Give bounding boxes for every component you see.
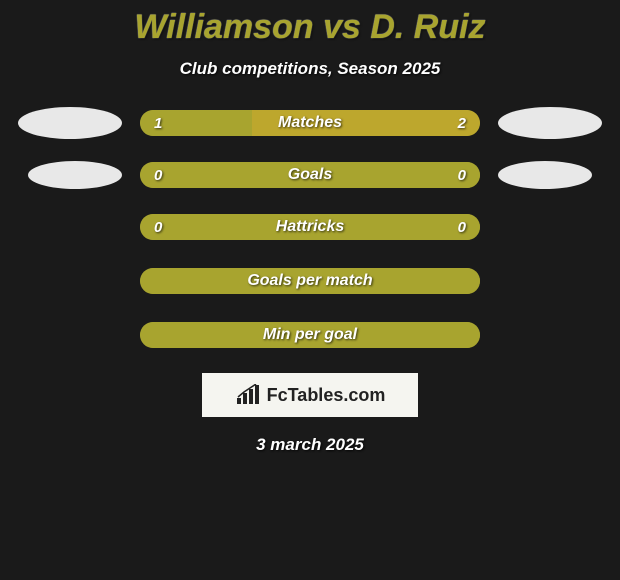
spacer bbox=[18, 319, 122, 351]
player-right-badge bbox=[498, 107, 602, 139]
subtitle: Club competitions, Season 2025 bbox=[0, 59, 620, 79]
logo-box: FcTables.com bbox=[202, 373, 418, 417]
spacer bbox=[18, 211, 122, 243]
stat-bar: Goals per match bbox=[140, 268, 480, 294]
stat-label: Hattricks bbox=[276, 218, 344, 236]
stat-bar: Min per goal bbox=[140, 322, 480, 348]
logo-text: FcTables.com bbox=[267, 385, 386, 406]
stat-value-right: 0 bbox=[458, 167, 466, 184]
stat-label: Goals per match bbox=[247, 272, 372, 290]
stat-row: Goals per match bbox=[0, 265, 620, 297]
stat-value-left: 0 bbox=[154, 219, 162, 236]
stat-label: Matches bbox=[278, 114, 342, 132]
stat-row: 0 0 Hattricks bbox=[0, 211, 620, 243]
stat-bar: 0 0 Goals bbox=[140, 162, 480, 188]
page-title: Williamson vs D. Ruiz bbox=[0, 8, 620, 47]
stat-row: 0 0 Goals bbox=[0, 161, 620, 189]
stat-value-left: 0 bbox=[154, 167, 162, 184]
stat-bar: 0 0 Hattricks bbox=[140, 214, 480, 240]
player-right-badge bbox=[498, 161, 592, 189]
player-left-badge bbox=[18, 107, 122, 139]
stat-label: Goals bbox=[288, 166, 332, 184]
spacer bbox=[498, 265, 602, 297]
stat-bar: 1 2 Matches bbox=[140, 110, 480, 136]
stat-value-right: 2 bbox=[458, 115, 466, 132]
stat-value-right: 0 bbox=[458, 219, 466, 236]
spacer bbox=[18, 265, 122, 297]
spacer bbox=[498, 319, 602, 351]
stat-label: Min per goal bbox=[263, 326, 357, 344]
comparison-infographic: Williamson vs D. Ruiz Club competitions,… bbox=[0, 0, 620, 455]
player-left-badge bbox=[28, 161, 122, 189]
stat-row: Min per goal bbox=[0, 319, 620, 351]
stat-value-left: 1 bbox=[154, 115, 162, 132]
date-text: 3 march 2025 bbox=[0, 435, 620, 455]
spacer bbox=[498, 211, 602, 243]
bars-container: 1 2 Matches 0 0 Goals 0 0 Hattricks Goals per mat… bbox=[0, 107, 620, 351]
bars-icon bbox=[235, 384, 261, 406]
stat-row: 1 2 Matches bbox=[0, 107, 620, 139]
